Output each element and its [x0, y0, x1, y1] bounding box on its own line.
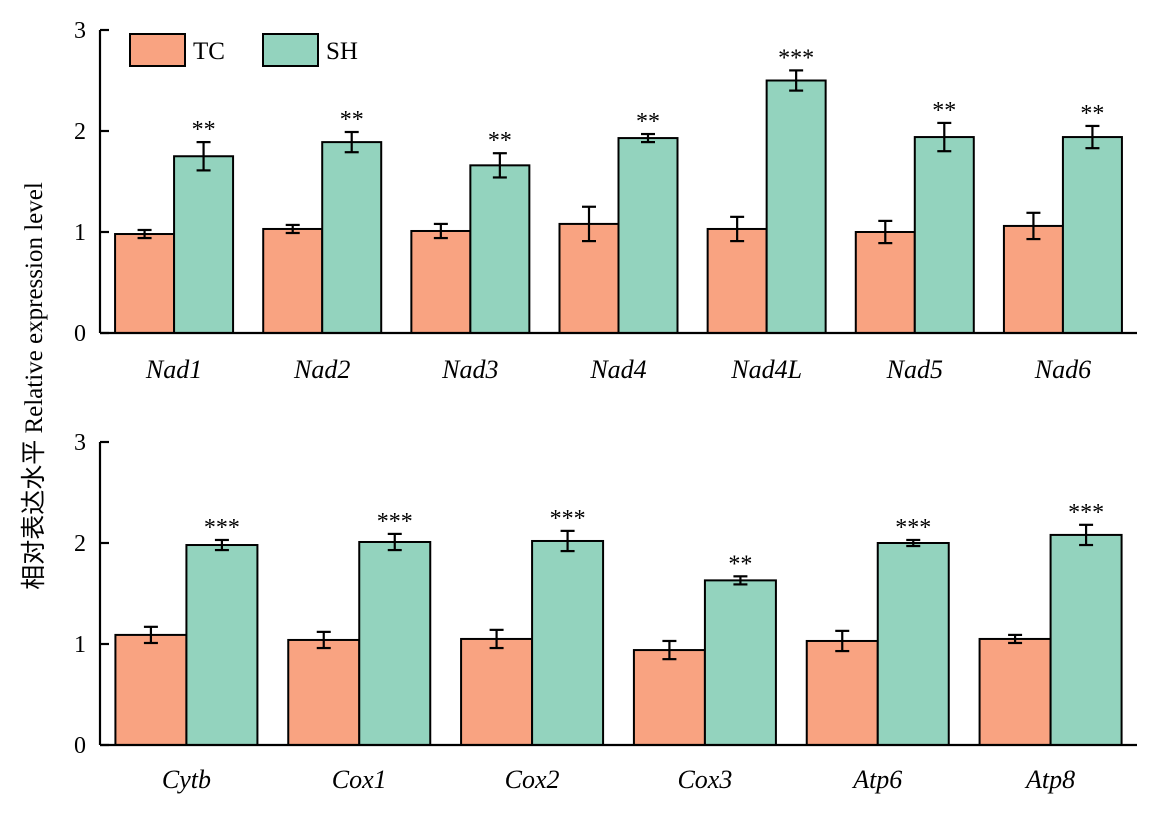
significance-label: *** — [778, 45, 814, 71]
bar-sh-atp8 — [1049, 533, 1123, 746]
bar-sh-nad3 — [469, 164, 531, 334]
bar-sh-cox2 — [531, 539, 605, 746]
category-label: Nad5 — [886, 355, 943, 384]
significance-label: *** — [895, 515, 931, 541]
y-tick-label: 0 — [74, 321, 86, 347]
bar-tc-cox3 — [632, 649, 706, 746]
category-label: Nad4L — [730, 355, 802, 384]
bar-tc-cytb — [114, 633, 188, 746]
category-label: Nad3 — [441, 355, 498, 384]
significance-label: ** — [1080, 101, 1104, 127]
category-label: Nad2 — [293, 355, 350, 384]
significance-label: ** — [488, 128, 512, 154]
y-tick-label: 3 — [74, 18, 86, 44]
bar-tc-atp6 — [805, 639, 879, 746]
bar-sh-nad5 — [913, 136, 975, 334]
legend-label-tc: TC — [193, 38, 225, 65]
significance-label: *** — [1068, 500, 1104, 526]
bar-tc-nad6 — [1002, 224, 1064, 334]
category-label: Cox1 — [332, 765, 387, 794]
legend-swatch-sh — [262, 33, 319, 67]
category-label: Cox3 — [677, 765, 732, 794]
bar-sh-nad2 — [321, 141, 383, 334]
bar-sh-cytb — [185, 544, 259, 747]
bar-tc-cox2 — [460, 637, 534, 747]
y-tick-label: 2 — [74, 531, 86, 557]
bar-tc-atp8 — [978, 637, 1052, 747]
significance-label: ** — [192, 117, 216, 143]
bar-sh-nad6 — [1061, 136, 1123, 334]
y-tick-label: 1 — [74, 632, 86, 658]
y-tick-label: 3 — [74, 430, 86, 456]
significance-label: *** — [550, 506, 586, 532]
category-label: Nad1 — [145, 355, 202, 384]
significance-label: *** — [204, 515, 240, 541]
category-label: Atp6 — [851, 765, 902, 794]
bar-sh-cox3 — [703, 579, 777, 746]
significance-label: ** — [932, 98, 956, 124]
y-axis-label: 相对表达水平 Relative expression level — [20, 182, 48, 590]
category-label: Cox2 — [505, 765, 560, 794]
bar-tc-nad4l — [706, 227, 768, 334]
bar-tc-nad1 — [114, 233, 176, 335]
category-label: Atp8 — [1024, 765, 1075, 794]
legend-swatch-tc — [129, 33, 186, 67]
significance-label: ** — [728, 551, 752, 577]
category-label: Nad4 — [589, 355, 646, 384]
bar-sh-nad4l — [765, 79, 827, 334]
bar-sh-cox1 — [358, 540, 432, 746]
legend-label-sh: SH — [326, 38, 358, 65]
bar-tc-nad3 — [410, 229, 472, 335]
bar-tc-cox1 — [287, 638, 361, 747]
significance-label: *** — [377, 509, 413, 535]
category-label: Nad6 — [1034, 355, 1091, 384]
bar-sh-atp6 — [876, 542, 950, 746]
bar-sh-nad1 — [173, 155, 235, 334]
significance-label: ** — [636, 109, 660, 135]
bar-sh-nad4 — [617, 137, 679, 334]
bar-tc-nad2 — [262, 227, 324, 334]
significance-label: ** — [340, 107, 364, 133]
y-tick-label: 2 — [74, 119, 86, 145]
y-tick-label: 1 — [74, 220, 86, 246]
bar-tc-nad5 — [854, 231, 916, 334]
y-tick-label: 0 — [74, 733, 86, 759]
category-label: Cytb — [162, 765, 211, 794]
